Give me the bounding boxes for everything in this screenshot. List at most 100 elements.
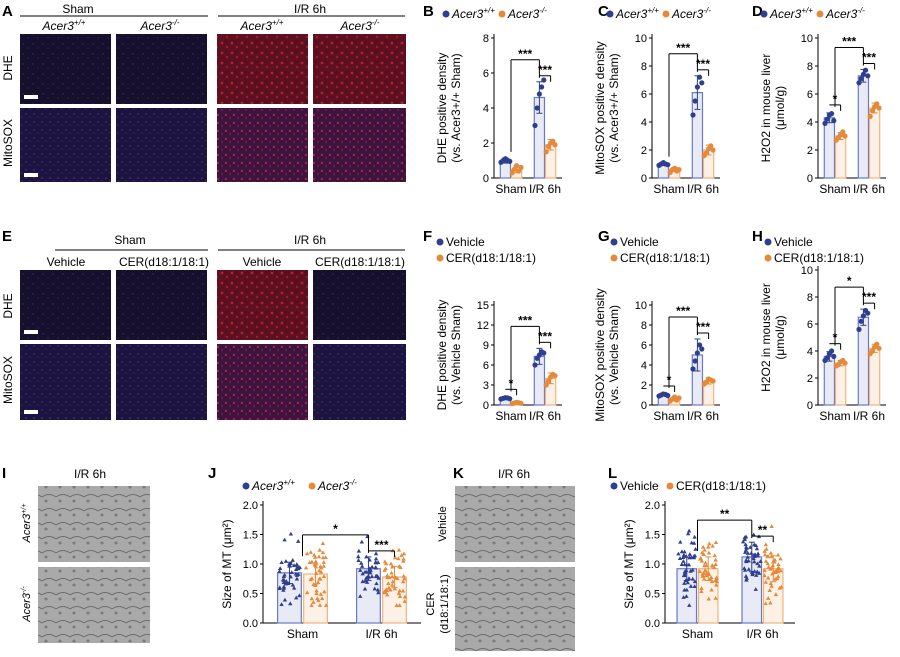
data-point [776, 562, 781, 567]
data-point [507, 158, 513, 164]
legend-marker [610, 238, 618, 246]
data-point [779, 584, 784, 589]
data-point [315, 596, 320, 601]
data-point [676, 395, 682, 401]
y-axis-label: DHE positive density [435, 53, 449, 164]
data-point [401, 573, 406, 578]
col-label-ko-ir: Acer3-/- [340, 18, 380, 33]
data-point [713, 578, 718, 583]
data-point [282, 537, 287, 542]
row-label-mitosox: MitoSOX [1, 356, 15, 404]
data-point [766, 564, 771, 569]
data-point [860, 71, 866, 77]
legend-marker [760, 10, 768, 18]
data-point [311, 600, 316, 604]
data-point [775, 576, 780, 581]
x-tick-label: I/R 6h [687, 182, 719, 196]
y-tick-label: 6 [483, 360, 489, 372]
data-point [867, 113, 873, 119]
data-point [314, 591, 319, 596]
data-point [769, 583, 774, 588]
data-point [742, 535, 747, 540]
data-point [401, 551, 407, 556]
legend-label: Acer3+/+ [769, 6, 813, 21]
data-point [753, 543, 759, 547]
micrograph-mitosox-vehicle-sham [20, 344, 111, 420]
data-point [369, 564, 375, 569]
data-point [692, 534, 697, 539]
chart-c: 0 2 4 6 8 10 MitoSOX positive density (vs. Acer… [593, 6, 720, 196]
data-point [706, 550, 712, 555]
data-point [754, 546, 760, 551]
panel-e: E Sham I/R 6h Vehicle CER(d18:1/18:1) Ve… [1, 228, 406, 420]
data-point [744, 557, 749, 562]
chart-l: 0.0 0.5 1.0 1.5 2.0 Size of MT (μm²) Sham I/R 6… [610, 479, 795, 641]
data-point [690, 576, 695, 581]
legend-label: Acer3+/+ [251, 478, 295, 493]
y-tick-label: 2 [807, 145, 813, 157]
group-label-ir: I/R 6h [294, 233, 326, 247]
data-point [313, 564, 319, 569]
data-point [308, 550, 314, 554]
y-tick-label: 8 [641, 61, 647, 73]
x-tick-label: Sham [287, 627, 318, 641]
group-label-sham: Sham [62, 2, 93, 16]
data-point [304, 590, 310, 595]
data-point [699, 558, 705, 563]
data-point [765, 561, 770, 566]
data-point [313, 559, 318, 564]
legend-marker [764, 238, 772, 246]
data-point [686, 576, 692, 581]
y-tick-label: 2 [483, 138, 489, 150]
data-point [699, 346, 705, 352]
data-point [696, 74, 703, 80]
legend-label: Vehicle [774, 235, 813, 249]
panel-letter-c: C [598, 3, 609, 20]
data-point [392, 586, 397, 591]
col-label-vehicle-sham: Vehicle [47, 255, 86, 269]
data-point [755, 551, 761, 556]
data-point [682, 581, 687, 585]
data-point [545, 378, 552, 384]
micrograph-dhe-ko-sham [116, 34, 207, 104]
panel-letter-a: A [2, 3, 13, 20]
data-point [543, 149, 549, 155]
data-point [360, 571, 365, 576]
data-point [399, 553, 404, 557]
row-label-cer-sub: (d18:1/18:1) [439, 574, 451, 633]
data-point [703, 568, 708, 572]
data-point [385, 573, 390, 578]
chart-d: 0 2 4 6 8 10 H2O2 in mouse liver (μmol/g) Sham I/… [759, 6, 886, 196]
row-label-dhe: DHE [1, 293, 15, 318]
legend-label: Vehicle [620, 479, 659, 493]
data-point [824, 355, 830, 361]
legend-marker [436, 254, 444, 262]
legend-marker [442, 10, 450, 18]
chart-f: 0 3 6 9 12 15 DHE positive density (vs. Vehicle… [435, 235, 562, 423]
data-point [763, 601, 768, 606]
data-point [773, 570, 778, 575]
data-point [277, 586, 282, 591]
data-point [763, 559, 769, 563]
data-point [368, 570, 373, 575]
scale-bar [24, 330, 38, 334]
data-point [282, 597, 288, 602]
data-point [775, 566, 781, 571]
x-tick-label: Sham [653, 182, 684, 196]
micrograph-mitosox-ko-sham [116, 108, 207, 182]
y-tick-label: 0.5 [243, 589, 258, 601]
data-point [683, 554, 689, 558]
data-point [692, 358, 698, 364]
y-axis-label: H2O2 in mouse liver [759, 54, 773, 163]
y-tick-label: 2 [641, 380, 647, 392]
data-point [373, 565, 379, 570]
data-point [865, 310, 871, 316]
y-tick-label: 4 [807, 117, 813, 129]
col-label-cer-sham: CER(d18:1/18:1) [119, 255, 209, 269]
x-tick-label: Sham [819, 409, 850, 423]
data-point [747, 545, 753, 549]
data-point [543, 382, 549, 388]
micrograph-dhe-vehicle-sham [20, 270, 111, 340]
data-point [713, 562, 718, 566]
data-point [751, 556, 756, 561]
